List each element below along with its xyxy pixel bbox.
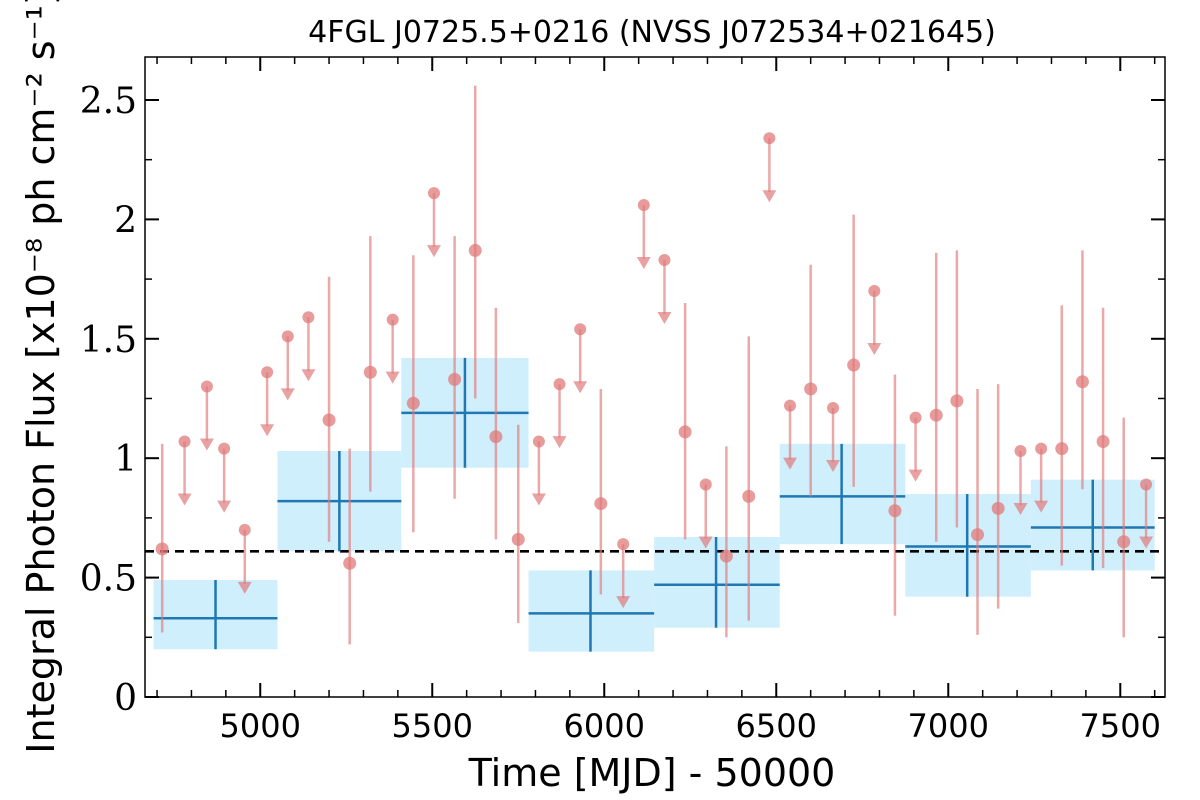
upper-limit-arrow-14: [657, 311, 672, 324]
detection-point-3: [363, 365, 377, 379]
upper-limit-arrow-4: [260, 424, 275, 437]
upper-limit-arrow-12: [616, 596, 631, 609]
detection-point-0: [155, 542, 169, 556]
upper-limit-arrow-6: [301, 369, 316, 382]
upper-limit-point-3: [238, 523, 251, 536]
x-tick-label: 6500: [736, 707, 817, 745]
upper-limit-point-11: [574, 323, 587, 336]
upper-limit-point-5: [281, 330, 294, 343]
upper-limit-arrow-20: [908, 469, 923, 482]
x-tick-label: 7000: [908, 707, 989, 745]
upper-limit-point-12: [617, 538, 630, 551]
x-tick-label: 7500: [1080, 707, 1161, 745]
upper-limit-point-7: [386, 313, 399, 326]
detection-point-4: [406, 396, 420, 410]
upper-limit-arrow-1: [199, 438, 214, 451]
chart-title: 4FGL J0725.5+0216 (NVSS J072534+021645): [308, 15, 996, 50]
upper-limit-arrow-22: [1034, 500, 1049, 513]
upper-limit-point-23: [1140, 478, 1153, 491]
upper-limit-arrow-7: [385, 371, 400, 384]
detection-point-23: [1117, 535, 1131, 549]
upper-limit-arrow-11: [573, 381, 588, 394]
y-tick-label: 0: [114, 678, 137, 719]
binned-series-layer: [153, 357, 1155, 652]
x-axis-label: Time [MJD] - 50000: [468, 751, 836, 795]
upper-limit-arrow-16: [762, 190, 777, 203]
upper-limit-arrow-18: [826, 460, 841, 473]
upper-limits-layer: [177, 132, 1154, 609]
upper-limit-arrow-10: [552, 436, 567, 449]
upper-limit-point-18: [827, 402, 840, 415]
upper-limit-point-19: [868, 285, 881, 298]
upper-limit-point-22: [1035, 442, 1048, 455]
upper-limit-point-6: [302, 311, 315, 324]
upper-limit-point-21: [1014, 445, 1027, 458]
detection-point-11: [719, 549, 733, 563]
upper-limit-point-8: [427, 187, 440, 200]
detection-point-15: [888, 504, 902, 518]
upper-limit-arrow-21: [1013, 503, 1028, 516]
upper-limit-point-1: [200, 380, 213, 393]
detection-point-12: [742, 489, 756, 503]
upper-limit-point-13: [637, 199, 650, 212]
x-tick-label: 6000: [564, 707, 645, 745]
upper-limit-point-9: [532, 435, 545, 448]
x-tick-label: 5500: [392, 707, 473, 745]
detection-point-9: [594, 497, 608, 511]
detection-point-13: [804, 382, 818, 396]
y-tick-label: 2.5: [80, 81, 137, 122]
detection-point-22: [1096, 434, 1110, 448]
upper-limit-point-15: [699, 478, 712, 491]
y-tick-label: 2: [114, 200, 137, 241]
upper-limit-point-10: [553, 378, 566, 391]
upper-limit-point-2: [218, 442, 231, 455]
detection-point-14: [847, 358, 861, 372]
detection-point-6: [468, 243, 482, 257]
detection-point-21: [1075, 375, 1089, 389]
detection-point-8: [511, 532, 525, 546]
y-tick-label: 1.5: [80, 320, 137, 361]
detection-point-20: [1055, 442, 1069, 456]
upper-limit-point-4: [261, 366, 274, 379]
upper-limit-point-16: [763, 132, 776, 145]
detection-point-17: [950, 394, 964, 408]
axes-layer: 5000 5500 6000 6500 7000 7500 0 0.5 1 1.5 2 2.5: [80, 56, 1166, 745]
detection-point-19: [991, 501, 1005, 515]
detections-layer: [155, 85, 1131, 645]
plot-frame: [144, 56, 1166, 698]
upper-limit-arrow-0: [177, 493, 192, 506]
detection-point-5: [448, 372, 462, 386]
upper-limit-point-14: [658, 253, 671, 266]
upper-limit-arrow-17: [783, 457, 798, 470]
detection-point-10: [678, 425, 692, 439]
upper-limit-arrow-23: [1139, 536, 1154, 549]
upper-limit-arrow-3: [237, 581, 252, 594]
detection-point-16: [929, 408, 943, 422]
upper-limit-arrow-19: [867, 343, 882, 356]
y-tick-label: 1: [114, 439, 137, 480]
detection-point-2: [343, 556, 357, 570]
upper-limit-arrow-15: [698, 536, 713, 549]
upper-limit-point-17: [784, 399, 797, 412]
upper-limit-point-20: [909, 411, 922, 424]
upper-limit-arrow-13: [636, 257, 651, 270]
detection-point-7: [489, 430, 503, 444]
bin-band-layer: [153, 357, 1155, 652]
upper-limit-arrow-8: [426, 245, 441, 258]
upper-limit-arrow-9: [531, 493, 546, 506]
detection-point-1: [322, 413, 336, 427]
detection-point-18: [971, 528, 985, 542]
upper-limit-point-0: [178, 435, 191, 448]
upper-limit-arrow-5: [280, 388, 295, 401]
y-axis-label: Integral Photon Flux [x10⁻⁸ ph cm⁻² s⁻¹]: [19, 0, 63, 754]
y-tick-label: 0.5: [80, 559, 137, 600]
upper-limit-arrow-2: [217, 500, 232, 513]
x-tick-label: 5000: [220, 707, 301, 745]
